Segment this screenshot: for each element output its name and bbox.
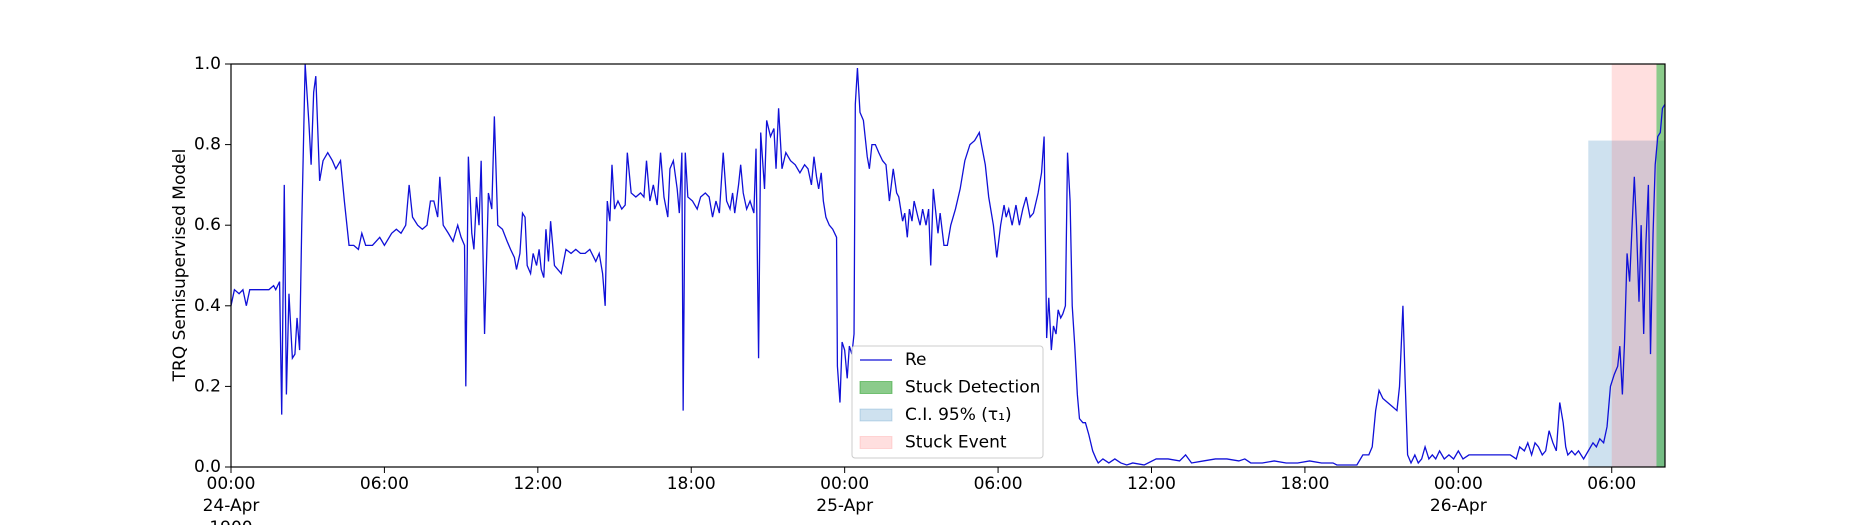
y-tick-label: 0.6 bbox=[194, 215, 221, 235]
y-axis-label: TRQ Semisupervised Model bbox=[170, 149, 190, 383]
x-tick-label: 18:00 bbox=[1280, 474, 1329, 494]
legend-box bbox=[851, 345, 1044, 459]
legend-label: Stuck Event bbox=[905, 433, 1007, 453]
legend-patch bbox=[859, 381, 893, 394]
shaded-span bbox=[1656, 64, 1665, 467]
legend-patch bbox=[859, 436, 893, 449]
x-tick-label: 12:00 bbox=[1127, 474, 1176, 494]
y-tick-label: 1.0 bbox=[194, 54, 221, 74]
y-tick-label: 0.0 bbox=[194, 457, 221, 477]
legend-patch bbox=[859, 408, 893, 422]
x-tick-label: 12:00 bbox=[513, 474, 562, 494]
y-tick-label: 0.8 bbox=[194, 135, 221, 155]
plot-frame bbox=[230, 63, 1666, 468]
x-tick-label: 06:00 bbox=[360, 474, 409, 494]
x-tick-label: 06:00 bbox=[1587, 474, 1636, 494]
x-tick-label: 00:00 26-Apr bbox=[1430, 474, 1487, 516]
y-tick-label: 0.4 bbox=[194, 296, 221, 316]
legend-label: Stuck Detection bbox=[905, 378, 1040, 398]
legend-label: Re bbox=[905, 350, 927, 370]
data-line bbox=[230, 63, 1666, 466]
y-tick-label: 0.2 bbox=[194, 376, 221, 396]
x-tick-label: 18:00 bbox=[667, 474, 716, 494]
legend-label: C.I. 95% (τ₁) bbox=[905, 405, 1012, 425]
x-tick-label: 06:00 bbox=[974, 474, 1023, 494]
x-tick-label: 00:00 25-Apr bbox=[816, 474, 873, 516]
